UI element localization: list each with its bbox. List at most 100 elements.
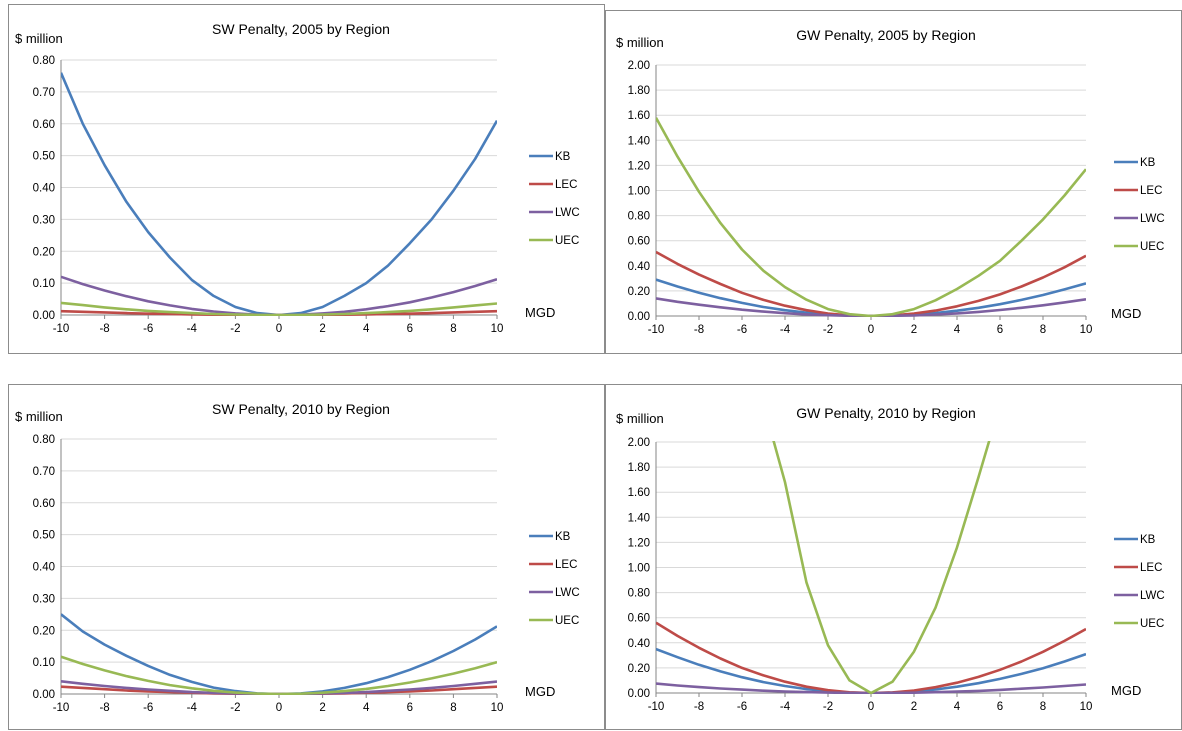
legend-label-uec: UEC xyxy=(1140,618,1164,630)
y-tick-label: 0.80 xyxy=(628,211,650,223)
x-tick-label: 4 xyxy=(363,323,370,335)
x-tick-label: 6 xyxy=(997,324,1003,336)
y-tick-label: 0.60 xyxy=(33,498,55,510)
x-tick-label: 0 xyxy=(868,701,874,713)
y-tick-label: 0.00 xyxy=(33,689,55,701)
y-tick-label: 0.60 xyxy=(33,119,55,131)
x-tick-label: -8 xyxy=(694,324,704,336)
y-tick-label: 0.40 xyxy=(33,562,55,574)
x-tick-label: -8 xyxy=(694,701,704,713)
y-tick-label: 0.10 xyxy=(33,278,55,290)
x-tick-label: 2 xyxy=(319,323,325,335)
x-tick-label: -2 xyxy=(230,323,240,335)
y-tick-label: 0.10 xyxy=(33,657,55,669)
y-tick-label: 1.00 xyxy=(628,563,650,575)
series-line-lec xyxy=(656,621,1086,694)
y-tick-label: 1.20 xyxy=(628,537,650,549)
x-tick-label: 8 xyxy=(1040,324,1046,336)
x-tick-label: -6 xyxy=(143,702,153,714)
x-tick-label: -6 xyxy=(737,701,747,713)
y-tick-label: 0.30 xyxy=(33,593,55,605)
x-tick-label: -2 xyxy=(823,701,833,713)
chart-gw-2010: 0.00 0.20 0.40 0.60 0.80 1.00 1.20 1.40 1.60 1.80… xyxy=(616,405,1165,713)
legend-label-uec: UEC xyxy=(555,615,579,627)
y-tick-label: 0.20 xyxy=(628,286,650,298)
x-tick-label: 0 xyxy=(276,702,282,714)
y-tick-label: 0.40 xyxy=(33,183,55,195)
y-tick-label: 1.60 xyxy=(628,110,650,122)
chart-title: GW Penalty, 2010 by Region xyxy=(796,405,976,421)
x-tick-label: -4 xyxy=(780,701,791,713)
series-line-uec xyxy=(656,117,1086,317)
x-tick-label: 6 xyxy=(407,702,413,714)
x-tick-label: 2 xyxy=(911,701,917,713)
legend-label-lec: LEC xyxy=(1140,185,1162,197)
x-tick-label: 2 xyxy=(911,324,917,336)
y-tick-label: 0.40 xyxy=(628,261,650,273)
x-tick-label: 8 xyxy=(1040,701,1046,713)
x-tick-label: -8 xyxy=(99,702,109,714)
x-tick-label: -2 xyxy=(823,324,833,336)
legend-label-lwc: LWC xyxy=(1140,590,1165,602)
y-tick-label: 1.20 xyxy=(628,160,650,172)
x-tick-label: 10 xyxy=(491,702,504,714)
y-tick-label: 2.00 xyxy=(628,437,650,449)
x-tick-label: 4 xyxy=(954,701,961,713)
x-tick-label: 2 xyxy=(319,702,325,714)
y-tick-label: 0.60 xyxy=(628,236,650,248)
x-axis-label: MGD xyxy=(1111,683,1141,698)
y-tick-label: 0.50 xyxy=(33,151,55,163)
x-tick-label: -10 xyxy=(648,701,665,713)
x-axis-label: MGD xyxy=(525,305,555,320)
legend-label-lec: LEC xyxy=(555,559,577,571)
y-tick-label: 0.60 xyxy=(628,613,650,625)
x-axis-label: MGD xyxy=(1111,306,1141,321)
x-tick-label: 8 xyxy=(450,323,456,335)
series-line-lwc xyxy=(61,680,497,695)
series-line-kb xyxy=(61,613,497,695)
x-tick-label: 10 xyxy=(1080,701,1093,713)
legend-label-lec: LEC xyxy=(1140,562,1162,574)
x-axis-label: MGD xyxy=(525,684,555,699)
chart-panel-sw-2005: 0.00 0.10 0.20 0.30 0.40 0.50 0.60 0.70 0.80 -10 -… xyxy=(8,4,605,354)
x-tick-label: -8 xyxy=(99,323,109,335)
legend-label-kb: KB xyxy=(555,531,571,543)
legend-label-uec: UEC xyxy=(555,235,579,247)
y-tick-label: 0.00 xyxy=(628,311,650,323)
y-tick-label: 0.70 xyxy=(33,87,55,99)
y-axis-unit-label: $ million xyxy=(616,411,664,426)
x-tick-label: 10 xyxy=(491,323,504,335)
x-tick-label: 0 xyxy=(868,324,874,336)
y-tick-label: 1.40 xyxy=(628,512,650,524)
legend-label-kb: KB xyxy=(1140,534,1156,546)
x-tick-label: 6 xyxy=(407,323,413,335)
x-tick-label: -6 xyxy=(737,324,747,336)
chart-panel-sw-2010: 0.00 0.10 0.20 0.30 0.40 0.50 0.60 0.70 0.80 -10 -… xyxy=(8,384,605,730)
legend-label-lwc: LWC xyxy=(555,207,580,219)
chart-title: SW Penalty, 2010 by Region xyxy=(212,401,390,417)
y-tick-label: 0.00 xyxy=(33,310,55,322)
y-tick-label: 0.40 xyxy=(628,638,650,650)
y-tick-label: 2.00 xyxy=(628,60,650,72)
x-tick-label: 4 xyxy=(363,702,370,714)
x-tick-label: 8 xyxy=(450,702,456,714)
series-line-uec xyxy=(772,441,991,694)
chart-sw-2010: 0.00 0.10 0.20 0.30 0.40 0.50 0.60 0.70 0.80 -10 -… xyxy=(15,401,580,714)
legend-label-lwc: LWC xyxy=(1140,213,1165,225)
chart-panel-gw-2010: 0.00 0.20 0.40 0.60 0.80 1.00 1.20 1.40 1.60 1.80… xyxy=(605,384,1182,730)
x-tick-label: -4 xyxy=(187,323,198,335)
series-line-kb xyxy=(656,647,1086,694)
series-line-kb xyxy=(61,72,497,316)
x-tick-label: -10 xyxy=(53,702,70,714)
series-line-uec xyxy=(61,655,497,695)
x-tick-label: 4 xyxy=(954,324,961,336)
x-tick-label: -4 xyxy=(780,324,791,336)
series-line-uec xyxy=(61,301,497,316)
y-tick-label: 1.80 xyxy=(628,85,650,97)
y-tick-label: 0.80 xyxy=(33,55,55,67)
y-tick-label: 0.20 xyxy=(33,246,55,258)
x-tick-label: 0 xyxy=(276,323,282,335)
y-axis-unit-label: $ million xyxy=(15,31,63,46)
x-tick-label: -6 xyxy=(143,323,153,335)
chart-gw-2005: 0.00 0.20 0.40 0.60 0.80 1.00 1.20 1.40 1.60 1.80… xyxy=(616,27,1165,336)
